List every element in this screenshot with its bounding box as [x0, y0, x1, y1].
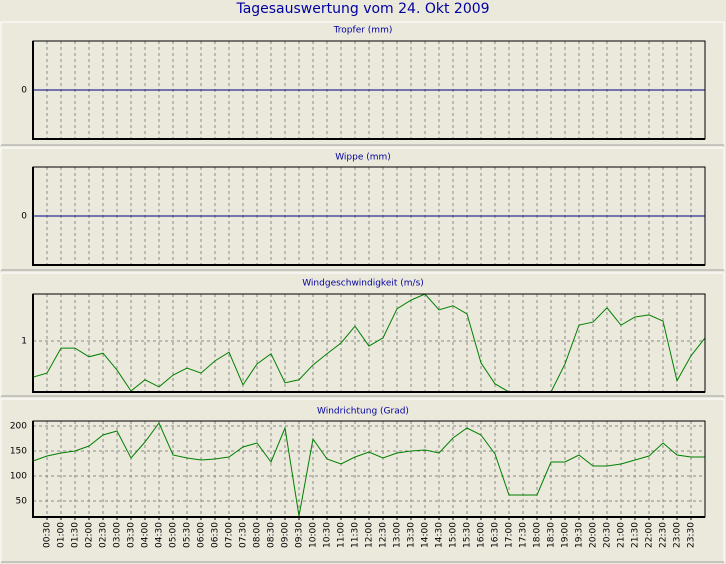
y-tick-label: 150: [10, 447, 27, 457]
x-tick-label: 01:00: [57, 522, 67, 548]
x-tick-label: 13:00: [393, 522, 403, 548]
x-tick-label: 13:30: [407, 522, 417, 548]
x-tick-label: 18:00: [533, 522, 543, 548]
x-tick-label: 21:00: [617, 522, 627, 548]
x-tick-label: 10:30: [323, 522, 333, 548]
x-tick-label: 23:30: [687, 522, 697, 548]
x-tick-label: 02:00: [85, 522, 95, 548]
x-tick-label: 05:00: [169, 522, 179, 548]
x-tick-label: 17:30: [519, 522, 529, 548]
x-tick-label: 19:30: [575, 522, 585, 548]
x-tick-label: 07:30: [239, 522, 249, 548]
x-tick-label: 16:30: [491, 522, 501, 548]
x-tick-label: 22:00: [645, 522, 655, 548]
x-tick-label: 15:30: [463, 522, 473, 548]
x-tick-label: 15:00: [449, 522, 459, 548]
x-tick-label: 10:00: [309, 522, 319, 548]
x-tick-label: 12:00: [365, 522, 375, 548]
x-tick-label: 07:00: [225, 522, 235, 548]
x-tick-label: 11:00: [337, 522, 347, 548]
y-tick-label: 100: [10, 472, 27, 482]
y-tick-label: 1: [21, 336, 27, 346]
panel-title: Windgeschwindigkeit (m/s): [302, 279, 424, 289]
x-tick-label: 06:30: [211, 522, 221, 548]
y-tick-label: 0: [21, 86, 27, 96]
x-tick-label: 11:30: [351, 522, 361, 548]
x-tick-label: 09:30: [295, 522, 305, 548]
data-line: [33, 422, 705, 517]
x-tick-label: 02:30: [99, 522, 109, 548]
x-tick-label: 21:30: [631, 522, 641, 548]
x-tick-label: 14:00: [421, 522, 431, 548]
x-tick-label: 23:00: [673, 522, 683, 548]
x-tick-label: 00:30: [43, 522, 53, 548]
x-tick-label: 04:30: [155, 522, 165, 548]
x-tick-label: 04:00: [141, 522, 151, 548]
panel: [0, 147, 725, 271]
panel: [0, 21, 725, 146]
x-tick-label: 16:00: [477, 522, 487, 548]
panel-title: Wippe (mm): [335, 153, 391, 163]
y-tick-label: 0: [21, 212, 27, 222]
y-tick-label: 200: [10, 422, 27, 432]
x-tick-label: 20:30: [603, 522, 613, 548]
x-tick-label: 17:00: [505, 522, 515, 548]
data-line: [33, 294, 705, 392]
x-tick-label: 22:30: [659, 522, 669, 548]
x-tick-label: 01:30: [71, 522, 81, 548]
x-tick-label: 06:00: [197, 522, 207, 548]
x-tick-label: 08:30: [267, 522, 277, 548]
panel-title: Tropfer (mm): [333, 26, 393, 36]
y-tick-label: 50: [16, 497, 28, 507]
panel: [0, 272, 725, 397]
x-tick-label: 05:30: [183, 522, 193, 548]
x-tick-label: 20:00: [589, 522, 599, 548]
panel-title: Windrichtung (Grad): [317, 407, 409, 417]
x-tick-label: 03:30: [127, 522, 137, 548]
x-tick-label: 14:30: [435, 522, 445, 548]
x-tick-label: 03:00: [113, 522, 123, 548]
x-tick-label: 08:00: [253, 522, 263, 548]
x-tick-label: 19:00: [561, 522, 571, 548]
x-tick-label: 12:30: [379, 522, 389, 548]
x-tick-label: 09:00: [281, 522, 291, 548]
page-title: Tagesauswertung vom 24. Okt 2009: [235, 1, 489, 17]
x-tick-label: 18:30: [547, 522, 557, 548]
